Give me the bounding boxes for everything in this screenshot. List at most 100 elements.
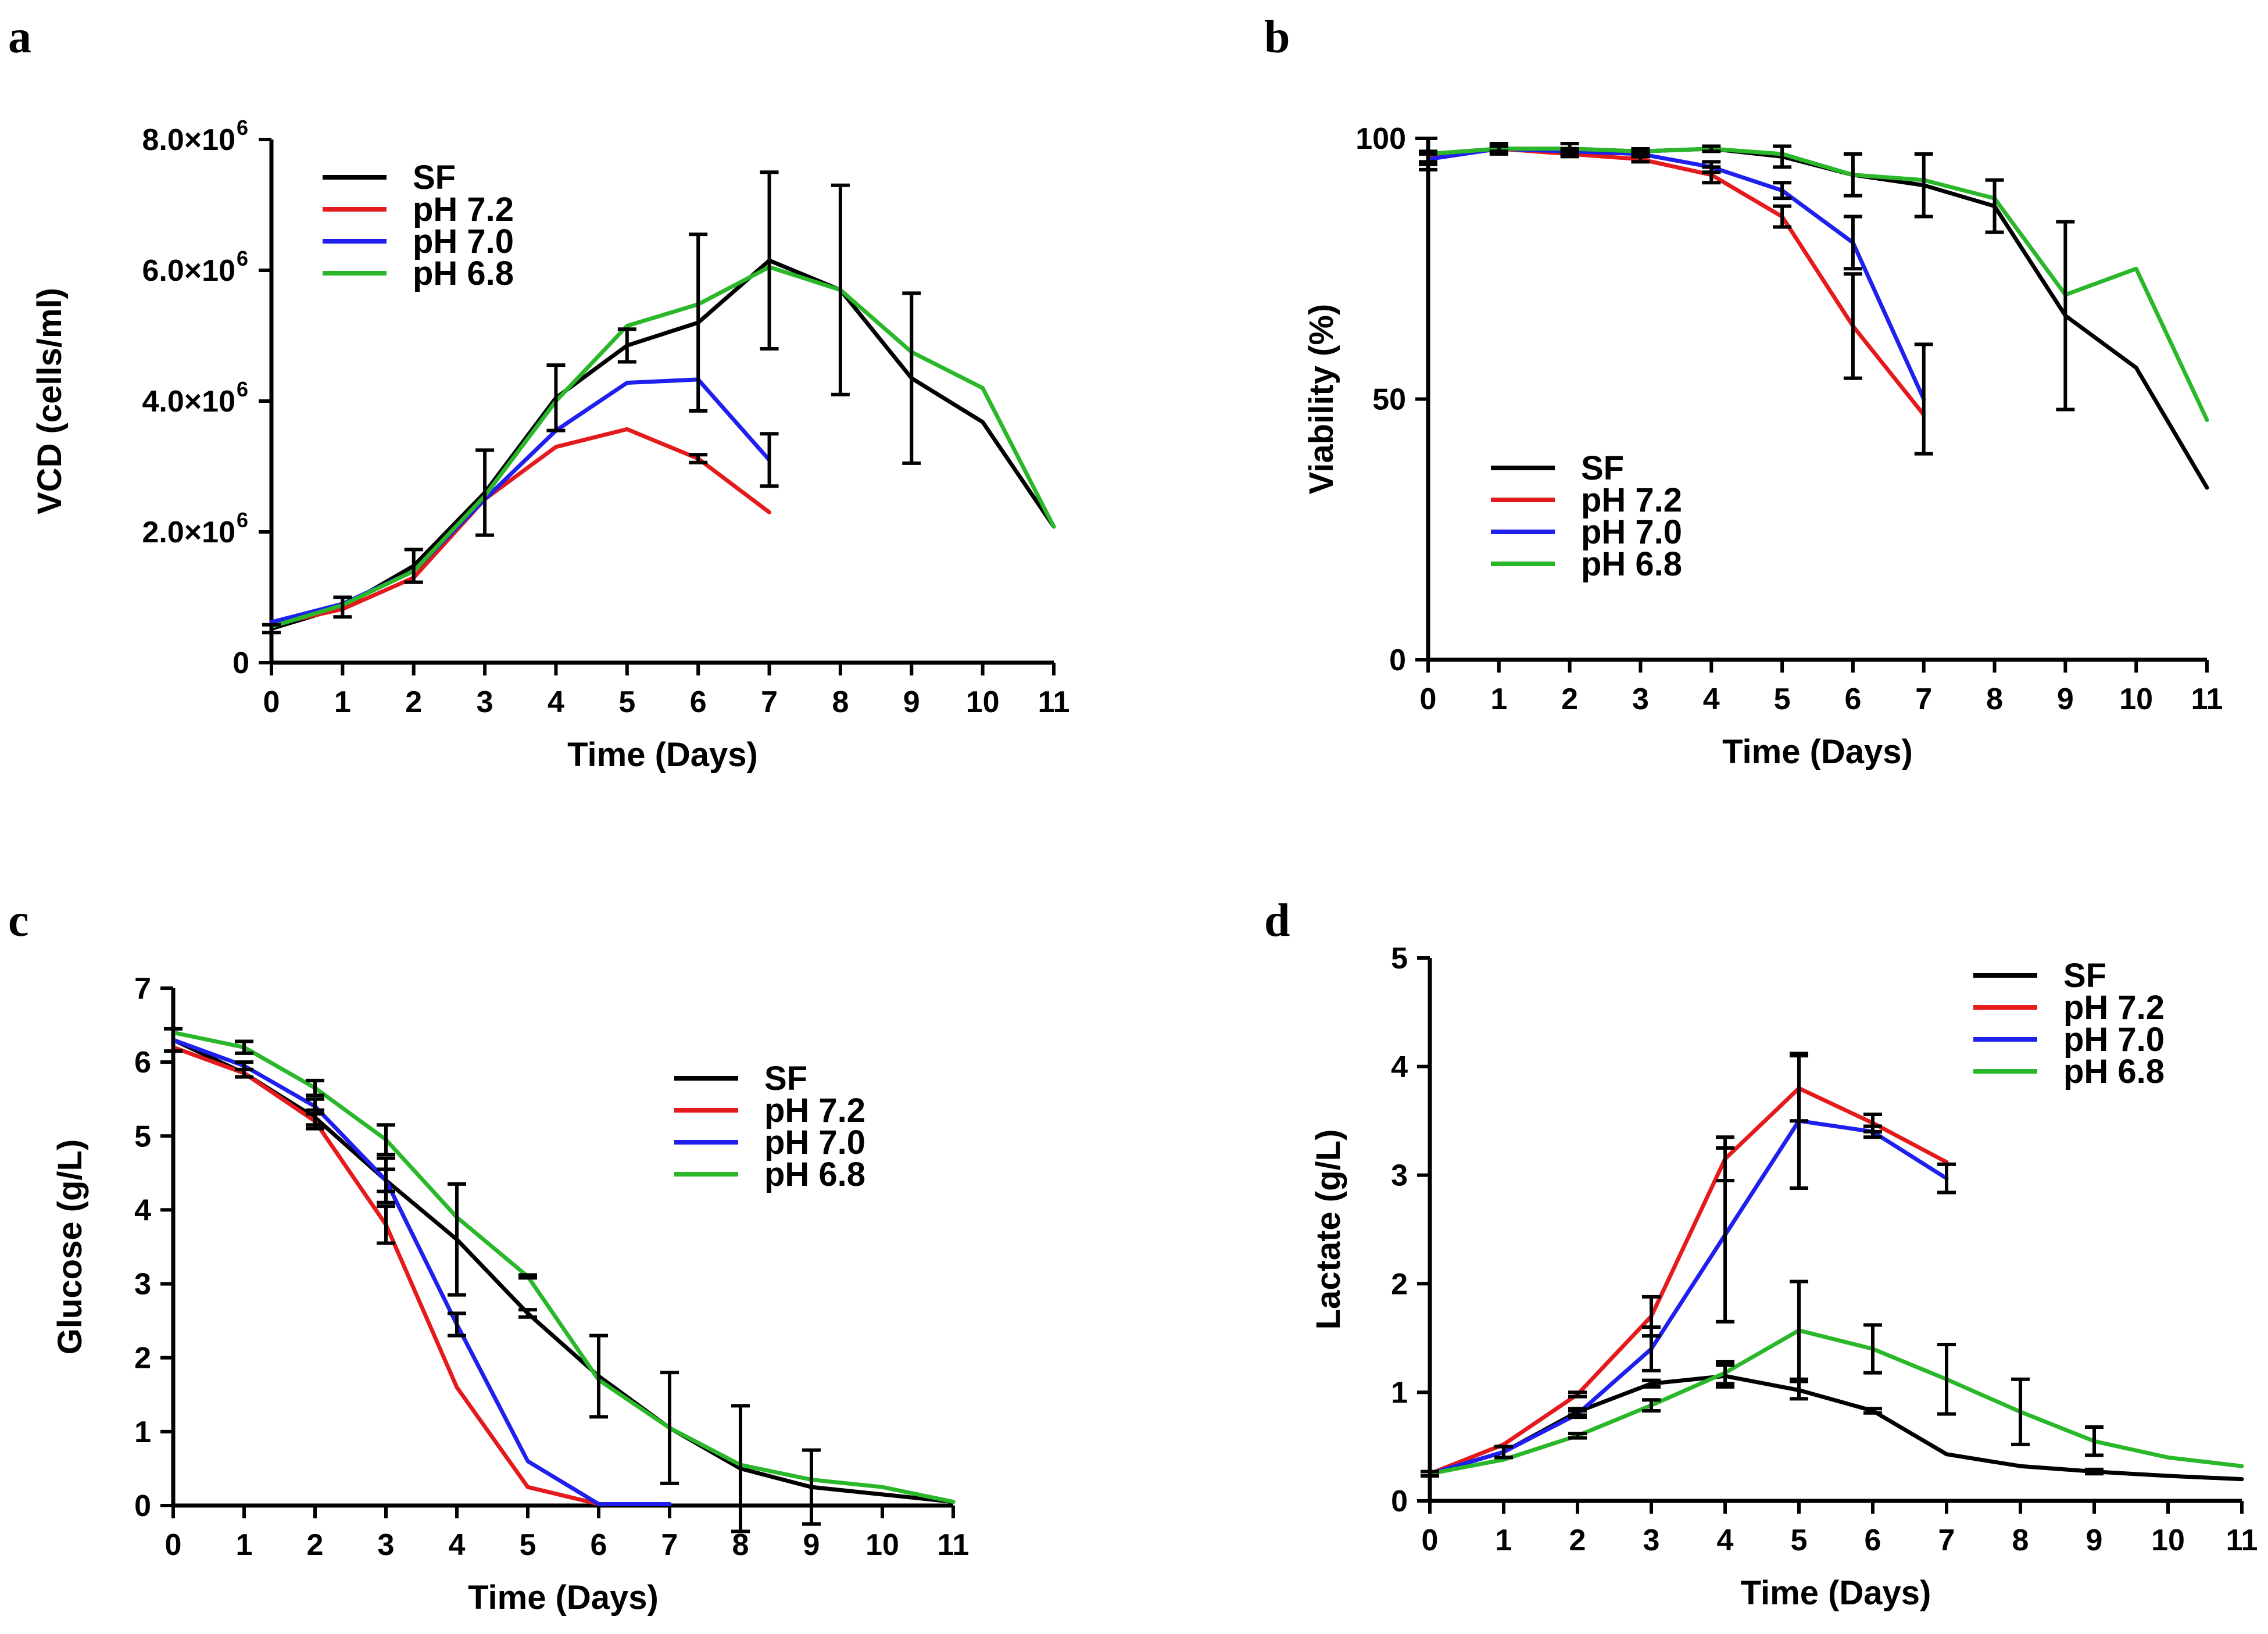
x-tick-label: 8 bbox=[832, 685, 849, 719]
x-tick-label: 4 bbox=[1703, 682, 1720, 716]
x-tick-label: 5 bbox=[1774, 682, 1791, 716]
x-tick-label: 7 bbox=[1915, 682, 1932, 716]
legend-label: SF bbox=[1581, 449, 1624, 487]
x-tick-label: 1 bbox=[1496, 1524, 1512, 1557]
series-line-SF bbox=[171, 1038, 956, 1504]
x-tick-label: 2 bbox=[307, 1528, 324, 1562]
x-tick-label: 7 bbox=[761, 685, 778, 719]
x-tick-label: 1 bbox=[1490, 682, 1507, 716]
x-tick-label: 6 bbox=[1844, 682, 1861, 716]
x-tick-label: 2 bbox=[1561, 682, 1578, 716]
y-tick-label: 100 bbox=[1355, 122, 1406, 156]
y-tick-label: 5 bbox=[1391, 942, 1408, 975]
legend-label: pH 6.8 bbox=[764, 1156, 865, 1193]
panel-d: d 0 1 2 3 4 5 6 7 8 9 10 11 0 1 2 3 4 5 Time (Days) Lactate … bbox=[1264, 895, 2258, 1612]
y-tick-label: 6.0×10 bbox=[142, 254, 236, 288]
y-tick-label: 8.0×10 bbox=[142, 123, 236, 157]
legend-label: pH 7.2 bbox=[764, 1092, 865, 1129]
y-tick-label: 4 bbox=[134, 1193, 151, 1227]
y-tick-label: 3 bbox=[134, 1268, 151, 1302]
x-tick-label: 2 bbox=[405, 685, 422, 719]
legend-label: pH 7.0 bbox=[2063, 1021, 2165, 1059]
y-tick-label: 4 bbox=[1391, 1050, 1408, 1084]
y-axis-title: Viability (%) bbox=[1303, 304, 1340, 495]
series-line-pH-6-8 bbox=[1428, 1328, 2244, 1476]
y-tick-exponent: 6 bbox=[237, 508, 248, 532]
x-tick-label: 8 bbox=[2012, 1524, 2029, 1557]
x-tick-label: 6 bbox=[1865, 1524, 1881, 1557]
legend-label: pH 7.0 bbox=[764, 1124, 865, 1161]
y-tick-exponent: 6 bbox=[237, 246, 248, 270]
x-tick-label: 8 bbox=[732, 1528, 749, 1562]
y-axis-title: Glucose (g/L) bbox=[51, 1139, 89, 1355]
panel-letter: b bbox=[1264, 12, 1290, 63]
y-tick-label: 2 bbox=[1391, 1267, 1408, 1301]
x-tick-label: 3 bbox=[477, 685, 493, 719]
x-tick-label: 9 bbox=[2086, 1524, 2103, 1557]
x-axis-title: Time (Days) bbox=[468, 1579, 659, 1617]
y-tick-label: 3 bbox=[1391, 1159, 1408, 1193]
x-tick-label: 5 bbox=[1791, 1524, 1808, 1557]
x-tick-label: 0 bbox=[1422, 1524, 1439, 1557]
legend-label: SF bbox=[2063, 957, 2106, 995]
x-tick-label: 8 bbox=[1986, 682, 2003, 716]
y-tick-label: 6 bbox=[134, 1046, 151, 1079]
series-line-pH-6-8 bbox=[171, 1030, 956, 1504]
legend-label: pH 7.0 bbox=[413, 223, 514, 260]
y-tick-label: 1 bbox=[134, 1415, 151, 1449]
y-tick-exponent: 6 bbox=[237, 377, 248, 401]
x-tick-label: 3 bbox=[1643, 1524, 1660, 1557]
x-tick-label: 5 bbox=[520, 1528, 536, 1562]
panel-letter: c bbox=[8, 895, 29, 946]
x-tick-label: 3 bbox=[1632, 682, 1649, 716]
y-tick-label: 50 bbox=[1372, 383, 1406, 417]
series-line-pH-6-8 bbox=[269, 264, 1056, 629]
legend-label: SF bbox=[764, 1060, 807, 1097]
x-tick-label: 11 bbox=[938, 1528, 970, 1562]
x-tick-label: 10 bbox=[865, 1528, 899, 1562]
series-line-pH-7-2 bbox=[1428, 1086, 1949, 1476]
x-tick-label: 6 bbox=[690, 685, 707, 719]
x-tick-label: 1 bbox=[236, 1528, 253, 1562]
y-axis-title: Lactate (g/L) bbox=[1310, 1129, 1347, 1330]
series-line-pH-7-2 bbox=[269, 427, 771, 627]
x-tick-label: 7 bbox=[661, 1528, 678, 1562]
y-tick-label: 0 bbox=[1391, 1485, 1408, 1518]
legend-label: pH 7.0 bbox=[1581, 513, 1682, 551]
panel-letter: a bbox=[8, 12, 31, 63]
x-tick-label: 10 bbox=[966, 685, 1000, 719]
y-tick-exponent: 6 bbox=[237, 116, 248, 140]
y-tick-label: 2 bbox=[134, 1342, 151, 1375]
x-tick-label: 7 bbox=[1938, 1524, 1955, 1557]
legend-label: pH 7.2 bbox=[1581, 481, 1682, 519]
series-line-pH-7-0 bbox=[171, 1038, 672, 1506]
y-tick-label: 0 bbox=[1389, 643, 1406, 677]
x-tick-label: 11 bbox=[2191, 682, 2223, 716]
series-line-pH-7-0 bbox=[1428, 1118, 1949, 1476]
panel-b: b 0 1 2 3 4 5 6 7 8 9 10 11 0 50 100 Time (Days) Viabilit… bbox=[1264, 12, 2223, 771]
x-tick-label: 3 bbox=[378, 1528, 395, 1562]
x-tick-label: 0 bbox=[1420, 682, 1437, 716]
x-tick-label: 0 bbox=[165, 1528, 182, 1562]
y-tick-label: 4.0×10 bbox=[142, 385, 236, 419]
legend-label: pH 6.8 bbox=[413, 255, 514, 292]
y-tick-label: 0 bbox=[134, 1489, 151, 1523]
x-tick-label: 11 bbox=[2226, 1524, 2258, 1557]
legend-label: pH 7.2 bbox=[413, 191, 514, 228]
series-line-SF bbox=[269, 258, 1056, 631]
legend-label: pH 7.2 bbox=[2063, 989, 2165, 1027]
x-tick-label: 10 bbox=[2151, 1524, 2185, 1557]
y-axis-title: VCD (cells/ml) bbox=[31, 288, 69, 514]
y-tick-label: 0 bbox=[232, 646, 249, 680]
legend-label: pH 6.8 bbox=[1581, 545, 1682, 583]
x-tick-label: 10 bbox=[2119, 682, 2153, 716]
y-tick-label: 1 bbox=[1391, 1376, 1408, 1410]
x-tick-label: 0 bbox=[263, 685, 280, 719]
legend-label: pH 6.8 bbox=[2063, 1053, 2165, 1090]
